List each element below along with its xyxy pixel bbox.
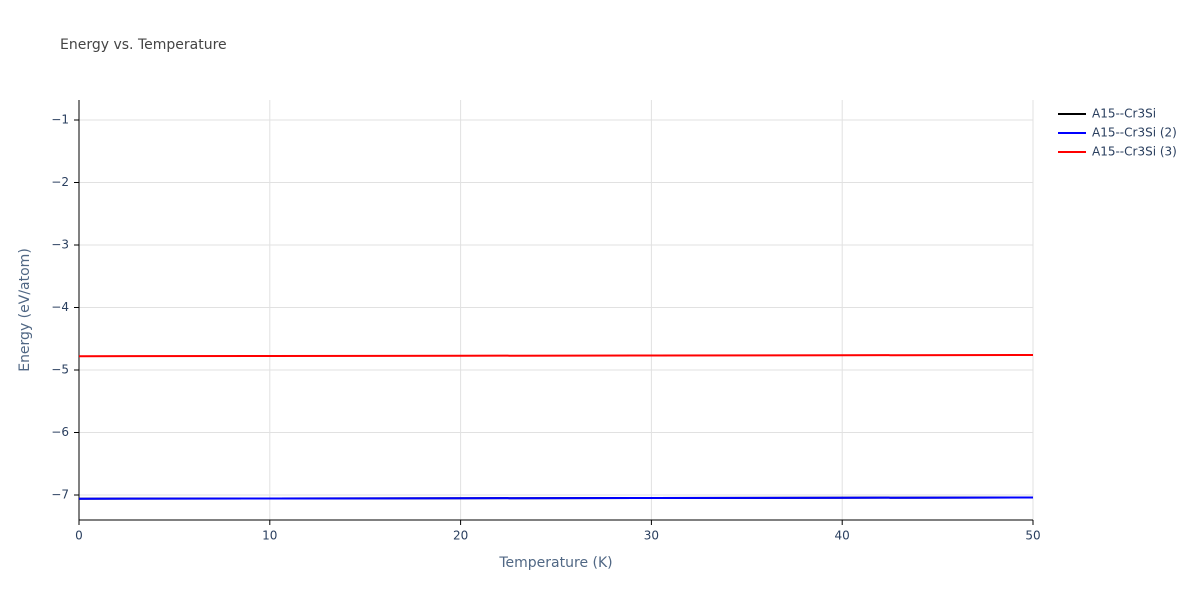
y-tick-label: −2	[51, 175, 69, 189]
y-tick-label: −4	[51, 300, 69, 314]
legend-label: A15--Cr3Si	[1092, 107, 1156, 121]
x-tick-label: 10	[262, 529, 277, 543]
y-tick-label: −1	[51, 113, 69, 127]
x-tick-label: 50	[1025, 529, 1040, 543]
x-tick-label: 40	[835, 529, 850, 543]
x-tick-label: 30	[644, 529, 659, 543]
x-tick-label: 0	[75, 529, 83, 543]
legend-label: A15--Cr3Si (2)	[1092, 126, 1177, 140]
x-axis-title: Temperature (K)	[498, 555, 612, 571]
y-tick-label: −6	[51, 425, 69, 439]
y-tick-label: −5	[51, 363, 69, 377]
series-line	[78, 496, 1034, 500]
x-tick-label: 20	[453, 529, 468, 543]
legend-label: A15--Cr3Si (3)	[1092, 145, 1177, 159]
y-tick-label: −3	[51, 238, 69, 252]
y-axis-title: Energy (eV/atom)	[17, 248, 33, 372]
y-tick-label: −7	[51, 488, 69, 502]
chart-title: Energy vs. Temperature	[60, 37, 227, 53]
series-line	[78, 354, 1034, 358]
